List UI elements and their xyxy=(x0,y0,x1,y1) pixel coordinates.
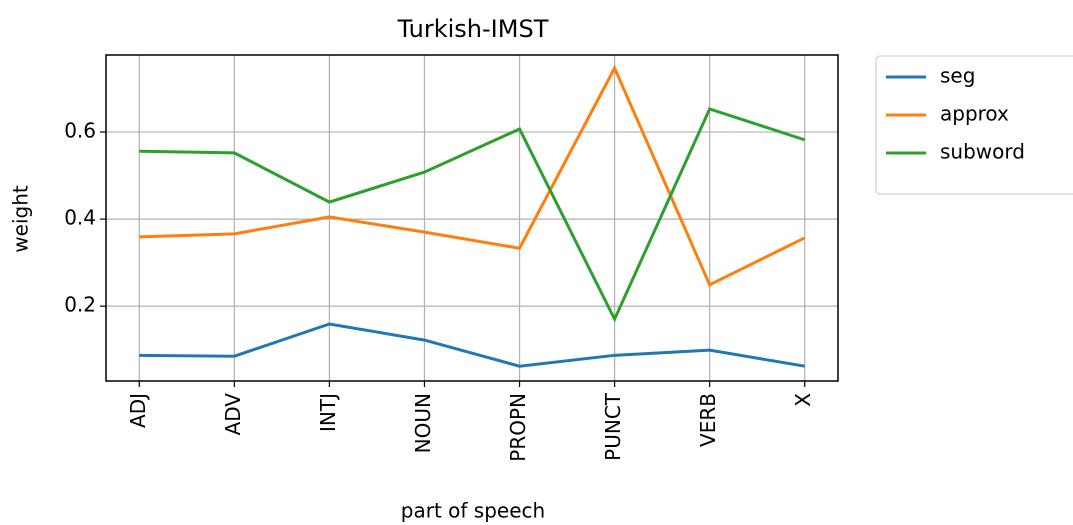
y-tick-label: 0.4 xyxy=(64,206,96,230)
x-tick-label: NOUN xyxy=(411,393,435,453)
series-line xyxy=(139,322,805,368)
x-tick-label: PUNCT xyxy=(601,392,625,461)
legend-label: subword xyxy=(940,140,1025,164)
y-tick-label: 0.2 xyxy=(64,293,96,317)
series-line xyxy=(139,107,806,323)
y-tick-label: 0.6 xyxy=(64,119,96,143)
plot-frame xyxy=(105,54,839,382)
legend-box xyxy=(875,55,1073,195)
chart-title: Turkish-IMST xyxy=(397,15,549,43)
x-tick-label: PROPN xyxy=(506,393,530,462)
x-axis-label: part of speech xyxy=(401,499,545,523)
y-axis-label: weight xyxy=(9,185,33,253)
x-tick-label: VERB xyxy=(696,393,720,447)
series-line xyxy=(139,64,806,287)
legend-label: approx xyxy=(940,102,1009,126)
x-tick-label: ADV xyxy=(221,393,245,436)
x-tick-label: X xyxy=(791,393,815,407)
x-tick-label: ADJ xyxy=(126,393,150,428)
legend-label: seg xyxy=(940,64,975,88)
x-tick-label: INTJ xyxy=(316,393,340,432)
